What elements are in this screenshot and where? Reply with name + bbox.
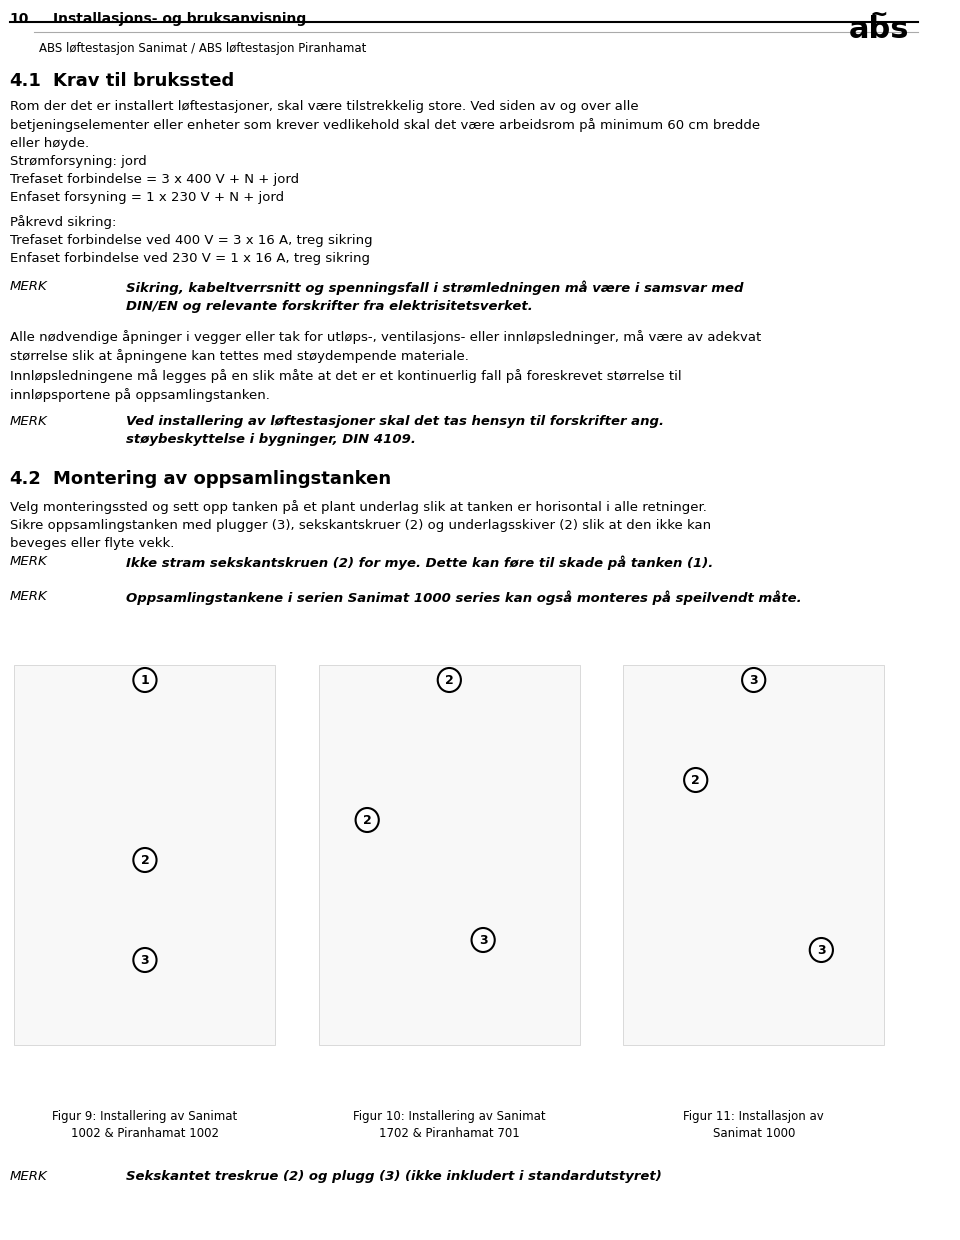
Text: Figur 10: Installering av Sanimat
1702 & Piranhamat 701: Figur 10: Installering av Sanimat 1702 &…	[353, 1110, 545, 1140]
Circle shape	[133, 848, 156, 872]
Text: Strømforsyning: jord
Trefaset forbindelse = 3 x 400 V + N + jord
Enfaset forsyni: Strømforsyning: jord Trefaset forbindels…	[10, 155, 299, 205]
Text: 10: 10	[10, 12, 29, 26]
Text: Ikke stram sekskantskruen (2) for mye. Dette kan føre til skade på tanken (1).: Ikke stram sekskantskruen (2) for mye. D…	[126, 556, 713, 569]
FancyBboxPatch shape	[319, 665, 580, 1045]
Text: 3: 3	[479, 934, 488, 946]
Text: MERK: MERK	[10, 415, 47, 428]
Text: Montering av oppsamlingstanken: Montering av oppsamlingstanken	[53, 470, 392, 489]
Text: MERK: MERK	[10, 280, 47, 293]
Text: 3: 3	[817, 944, 826, 956]
Text: Figur 11: Installasjon av
Sanimat 1000: Figur 11: Installasjon av Sanimat 1000	[684, 1110, 824, 1140]
Circle shape	[438, 668, 461, 692]
Text: 3: 3	[140, 954, 149, 966]
FancyBboxPatch shape	[623, 665, 884, 1045]
Text: Installasjons- og bruksanvisning: Installasjons- og bruksanvisning	[53, 12, 306, 26]
Circle shape	[684, 768, 708, 792]
Circle shape	[133, 949, 156, 972]
Text: MERK: MERK	[10, 1171, 47, 1183]
Text: 2: 2	[691, 774, 700, 786]
Text: 2: 2	[363, 813, 372, 827]
Circle shape	[471, 928, 494, 952]
Text: MERK: MERK	[10, 590, 47, 603]
Text: Ved installering av løftestasjoner skal det tas hensyn til forskrifter ang.
støy: Ved installering av løftestasjoner skal …	[126, 415, 663, 446]
Circle shape	[809, 937, 833, 962]
Text: Sekskantet treskrue (2) og plugg (3) (ikke inkludert i standardutstyret): Sekskantet treskrue (2) og plugg (3) (ik…	[126, 1171, 661, 1183]
Circle shape	[355, 808, 379, 832]
Text: ~: ~	[870, 5, 889, 25]
Text: 1: 1	[140, 673, 150, 687]
Text: 2: 2	[444, 673, 454, 687]
Circle shape	[133, 668, 156, 692]
Text: Sikring, kabeltverrsnitt og spenningsfall i strømledningen må være i samsvar med: Sikring, kabeltverrsnitt og spenningsfal…	[126, 280, 743, 312]
Text: 3: 3	[750, 673, 758, 687]
Text: 2: 2	[140, 853, 150, 867]
Text: Krav til brukssted: Krav til brukssted	[53, 72, 234, 91]
Text: Alle nødvendige åpninger i vegger eller tak for utløps-, ventilasjons- eller inn: Alle nødvendige åpninger i vegger eller …	[10, 330, 761, 402]
Text: Påkrevd sikring:
Trefaset forbindelse ved 400 V = 3 x 16 A, treg sikring
Enfaset: Påkrevd sikring: Trefaset forbindelse ve…	[10, 215, 372, 265]
Text: MERK: MERK	[10, 556, 47, 568]
Text: Figur 9: Installering av Sanimat
1002 & Piranhamat 1002: Figur 9: Installering av Sanimat 1002 & …	[52, 1110, 237, 1140]
Text: ABS løftestasjon Sanimat / ABS løftestasjon Piranhamat: ABS løftestasjon Sanimat / ABS løftestas…	[38, 42, 366, 55]
Text: Velg monteringssted og sett opp tanken på et plant underlag slik at tanken er ho: Velg monteringssted og sett opp tanken p…	[10, 500, 710, 551]
Text: abs: abs	[849, 15, 909, 43]
Text: 4.2: 4.2	[10, 470, 41, 489]
Text: 4.1: 4.1	[10, 72, 41, 91]
Text: Oppsamlingstankene i serien Sanimat 1000 series kan også monteres på speilvendt : Oppsamlingstankene i serien Sanimat 1000…	[126, 590, 802, 605]
FancyBboxPatch shape	[14, 665, 276, 1045]
Circle shape	[742, 668, 765, 692]
Text: Rom der det er installert løftestasjoner, skal være tilstrekkelig store. Ved sid: Rom der det er installert løftestasjoner…	[10, 100, 759, 150]
